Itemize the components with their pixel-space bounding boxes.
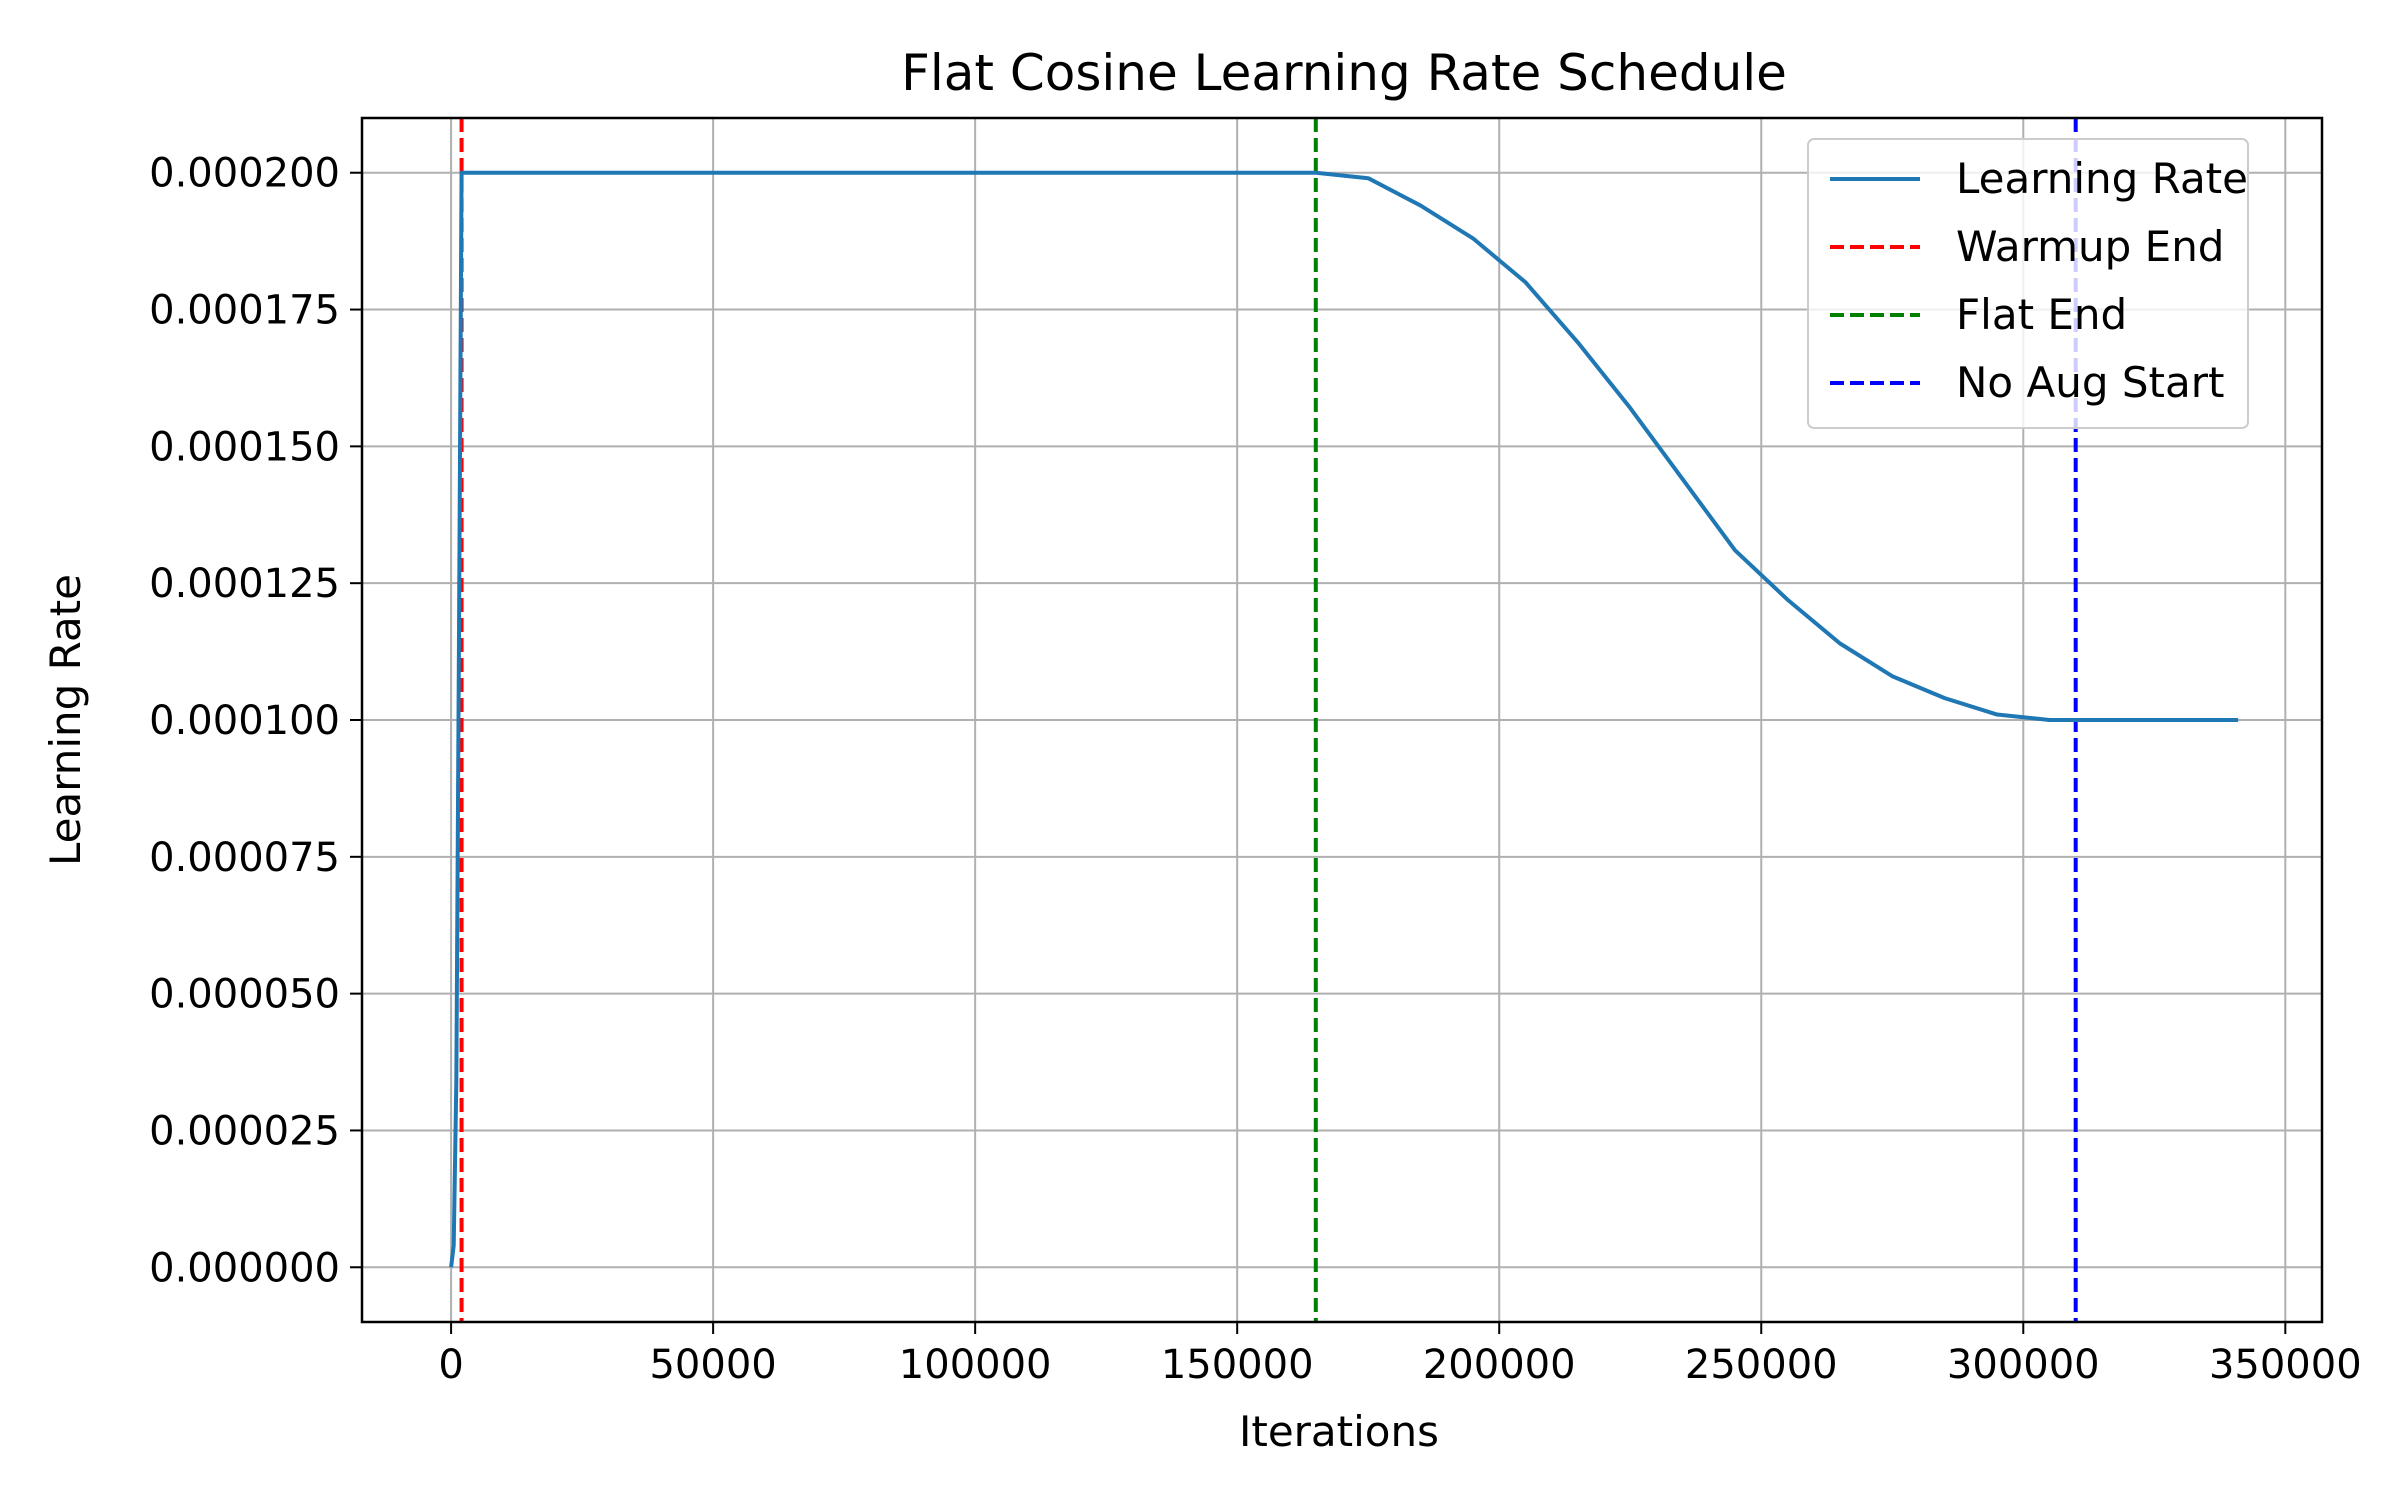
legend-label: Learning Rate: [1956, 154, 2248, 203]
legend: Learning Rate Warmup End Flat End No Aug St…: [1807, 138, 2249, 429]
grid-layer: [362, 118, 2322, 1322]
y-tick-label: 0.000025: [149, 1108, 340, 1154]
y-tick-label: 0.000050: [149, 972, 340, 1018]
x-tick-label: 250000: [1685, 1342, 1838, 1388]
y-tick-label: 0.000150: [149, 424, 340, 470]
x-tick-label: 300000: [1947, 1342, 2100, 1388]
x-tick-label: 0: [438, 1342, 463, 1388]
chart-title: Flat Cosine Learning Rate Schedule: [901, 44, 1787, 102]
legend-label: No Aug Start: [1956, 358, 2224, 407]
x-tick-label: 150000: [1161, 1342, 1314, 1388]
x-axis-label: Iterations: [1239, 1407, 1439, 1456]
series-layer: [449, 170, 2239, 1268]
legend-entries: Learning Rate Warmup End Flat End No Aug St…: [1830, 154, 2248, 407]
y-axis-label: Learning Rate: [41, 574, 90, 866]
x-tick-label: 200000: [1423, 1342, 1576, 1388]
x-tick-label: 350000: [2209, 1342, 2362, 1388]
y-tick-label: 0.000175: [149, 288, 340, 334]
y-tick-label: 0.000200: [149, 151, 340, 197]
series-line-learning-rate: [449, 170, 2239, 1268]
x-tick-label: 50000: [649, 1342, 776, 1388]
legend-box: [1807, 138, 2249, 429]
y-tick-label: 0.000000: [149, 1245, 340, 1291]
y-ticks-layer: 0.000000 0.000025 0.000050 0.000075 0.000100…: [149, 151, 362, 1291]
y-tick-label: 0.000075: [149, 835, 340, 881]
legend-label: Warmup End: [1956, 222, 2224, 271]
x-tick-label: 100000: [899, 1342, 1052, 1388]
x-ticks-layer: 0 50000 100000 150000 200000 250000 300000 3500…: [438, 1322, 2362, 1388]
y-tick-label: 0.000100: [149, 698, 340, 744]
y-tick-label: 0.000125: [149, 561, 340, 607]
legend-label: Flat End: [1956, 290, 2127, 339]
